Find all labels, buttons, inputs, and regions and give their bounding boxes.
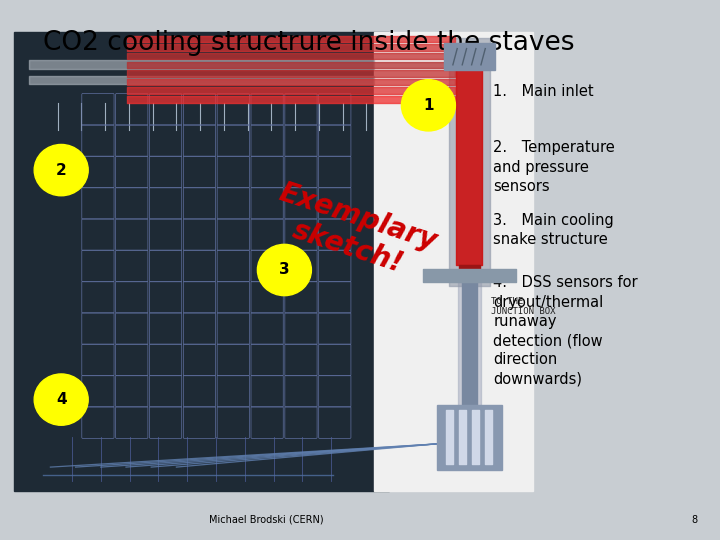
Text: 1: 1 [423,98,433,113]
Text: 1. Main inlet: 1. Main inlet [493,84,594,99]
Ellipse shape [35,144,89,195]
Ellipse shape [35,374,89,426]
Bar [444,43,495,70]
Ellipse shape [402,79,455,131]
Text: 4: 4 [56,392,66,407]
Text: TO THE
JUNCTION BOX: TO THE JUNCTION BOX [491,297,556,316]
Text: 3. Main cooling
snake structure: 3. Main cooling snake structure [493,213,614,247]
Text: 4. DSS sensors for
dryout/thermal
runaway
detection (flow
direction
downwards): 4. DSS sensors for dryout/thermal runawa… [493,275,638,387]
Text: 2: 2 [56,163,66,178]
Bar [374,32,533,491]
Text: 2. Temperature
and pressure
sensors: 2. Temperature and pressure sensors [493,140,615,194]
Text: Exemplary
sketch!: Exemplary sketch! [265,178,441,286]
Ellipse shape [258,244,312,296]
Text: 3: 3 [279,262,289,278]
Text: Michael Brodski (CERN): Michael Brodski (CERN) [209,515,324,525]
Bar [14,32,389,491]
Bar [437,405,502,470]
Text: CO2 cooling structrure inside the staves: CO2 cooling structrure inside the staves [43,30,575,56]
Text: 8: 8 [692,515,698,525]
